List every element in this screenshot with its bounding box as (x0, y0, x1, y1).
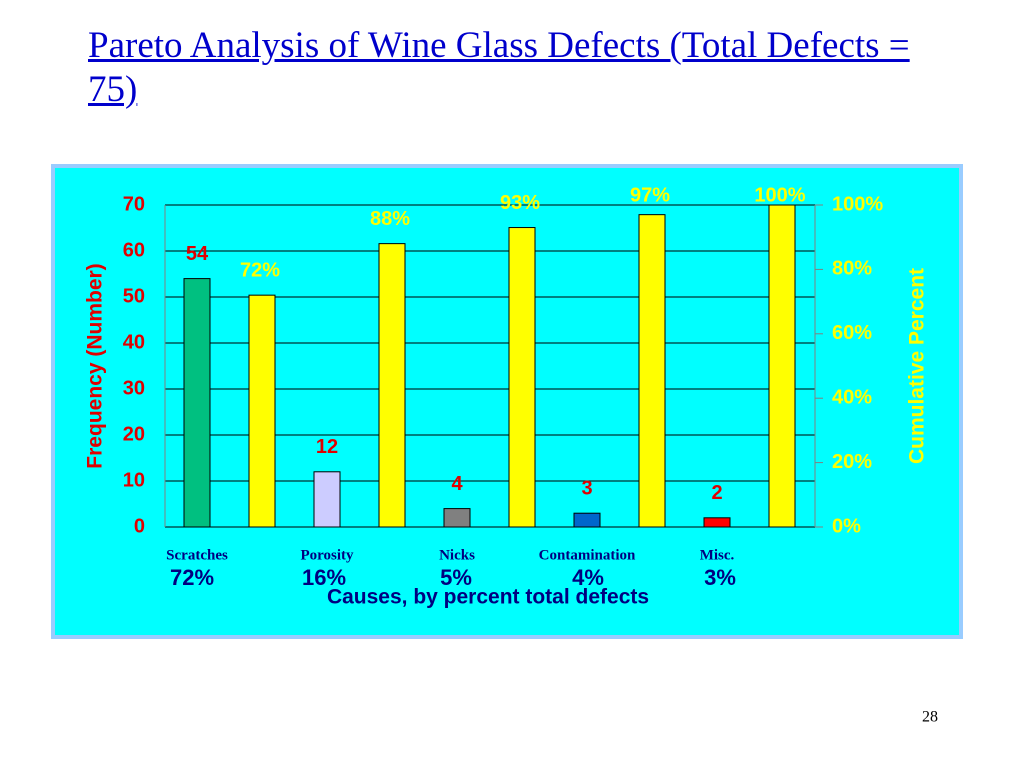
y-tick-label: 10 (123, 469, 145, 491)
category-share: 16% (302, 565, 346, 590)
y2-tick-label: 40% (832, 386, 872, 408)
cumulative-label: 72% (240, 259, 280, 281)
frequency-label: 2 (711, 482, 722, 504)
slide-title: Pareto Analysis of Wine Glass Defects (T… (88, 25, 910, 110)
frequency-label: 3 (581, 477, 592, 499)
frequency-bar (183, 278, 211, 528)
y-tick-label: 50 (123, 285, 145, 307)
y2-tick-label: 60% (832, 322, 872, 344)
y-tick-label: 60 (123, 239, 145, 261)
y2-tick-label: 20% (832, 451, 872, 473)
x-tick-label: Misc. (700, 547, 735, 563)
cumulative-label: 88% (370, 208, 410, 230)
x-axis-label: Causes, by percent total defects (327, 586, 649, 609)
y-tick-label: 0 (134, 515, 145, 537)
frequency-bar (313, 471, 341, 528)
cumulative-bar (768, 204, 796, 528)
x-tick-label: Scratches (166, 547, 228, 563)
cumulative-bar (638, 214, 666, 528)
cumulative-label: 97% (630, 184, 670, 206)
frequency-label: 54 (186, 243, 209, 265)
frequency-bar (573, 512, 601, 528)
cumulative-bar (248, 294, 276, 528)
x-tick-label: Contamination (539, 547, 636, 563)
frequency-bar (443, 508, 471, 528)
frequency-label: 12 (316, 436, 338, 458)
category-share: 4% (572, 565, 604, 590)
cumulative-label: 100% (754, 184, 805, 206)
frequency-bar (703, 517, 731, 528)
cumulative-bar (508, 227, 536, 528)
category-share: 72% (170, 565, 214, 590)
category-share: 3% (704, 565, 736, 590)
y2-tick-label: 0% (832, 515, 861, 537)
y-tick-label: 30 (123, 377, 145, 399)
y2-tick-label: 100% (832, 193, 883, 215)
x-tick-label: Porosity (300, 547, 354, 563)
cumulative-label: 93% (500, 192, 540, 214)
frequency-label: 4 (451, 473, 463, 495)
y-tick-label: 40 (123, 331, 145, 353)
page-number: 28 (922, 709, 938, 726)
y2-axis-label: Cumulative Percent (906, 268, 929, 464)
y-tick-label: 20 (123, 423, 145, 445)
category-share: 5% (440, 565, 472, 590)
y-axis-label: Frequency (Number) (84, 263, 107, 468)
x-tick-label: Nicks (439, 547, 475, 563)
y2-tick-label: 80% (832, 258, 872, 280)
y-tick-label: 70 (123, 193, 145, 215)
cumulative-bar (378, 243, 406, 528)
